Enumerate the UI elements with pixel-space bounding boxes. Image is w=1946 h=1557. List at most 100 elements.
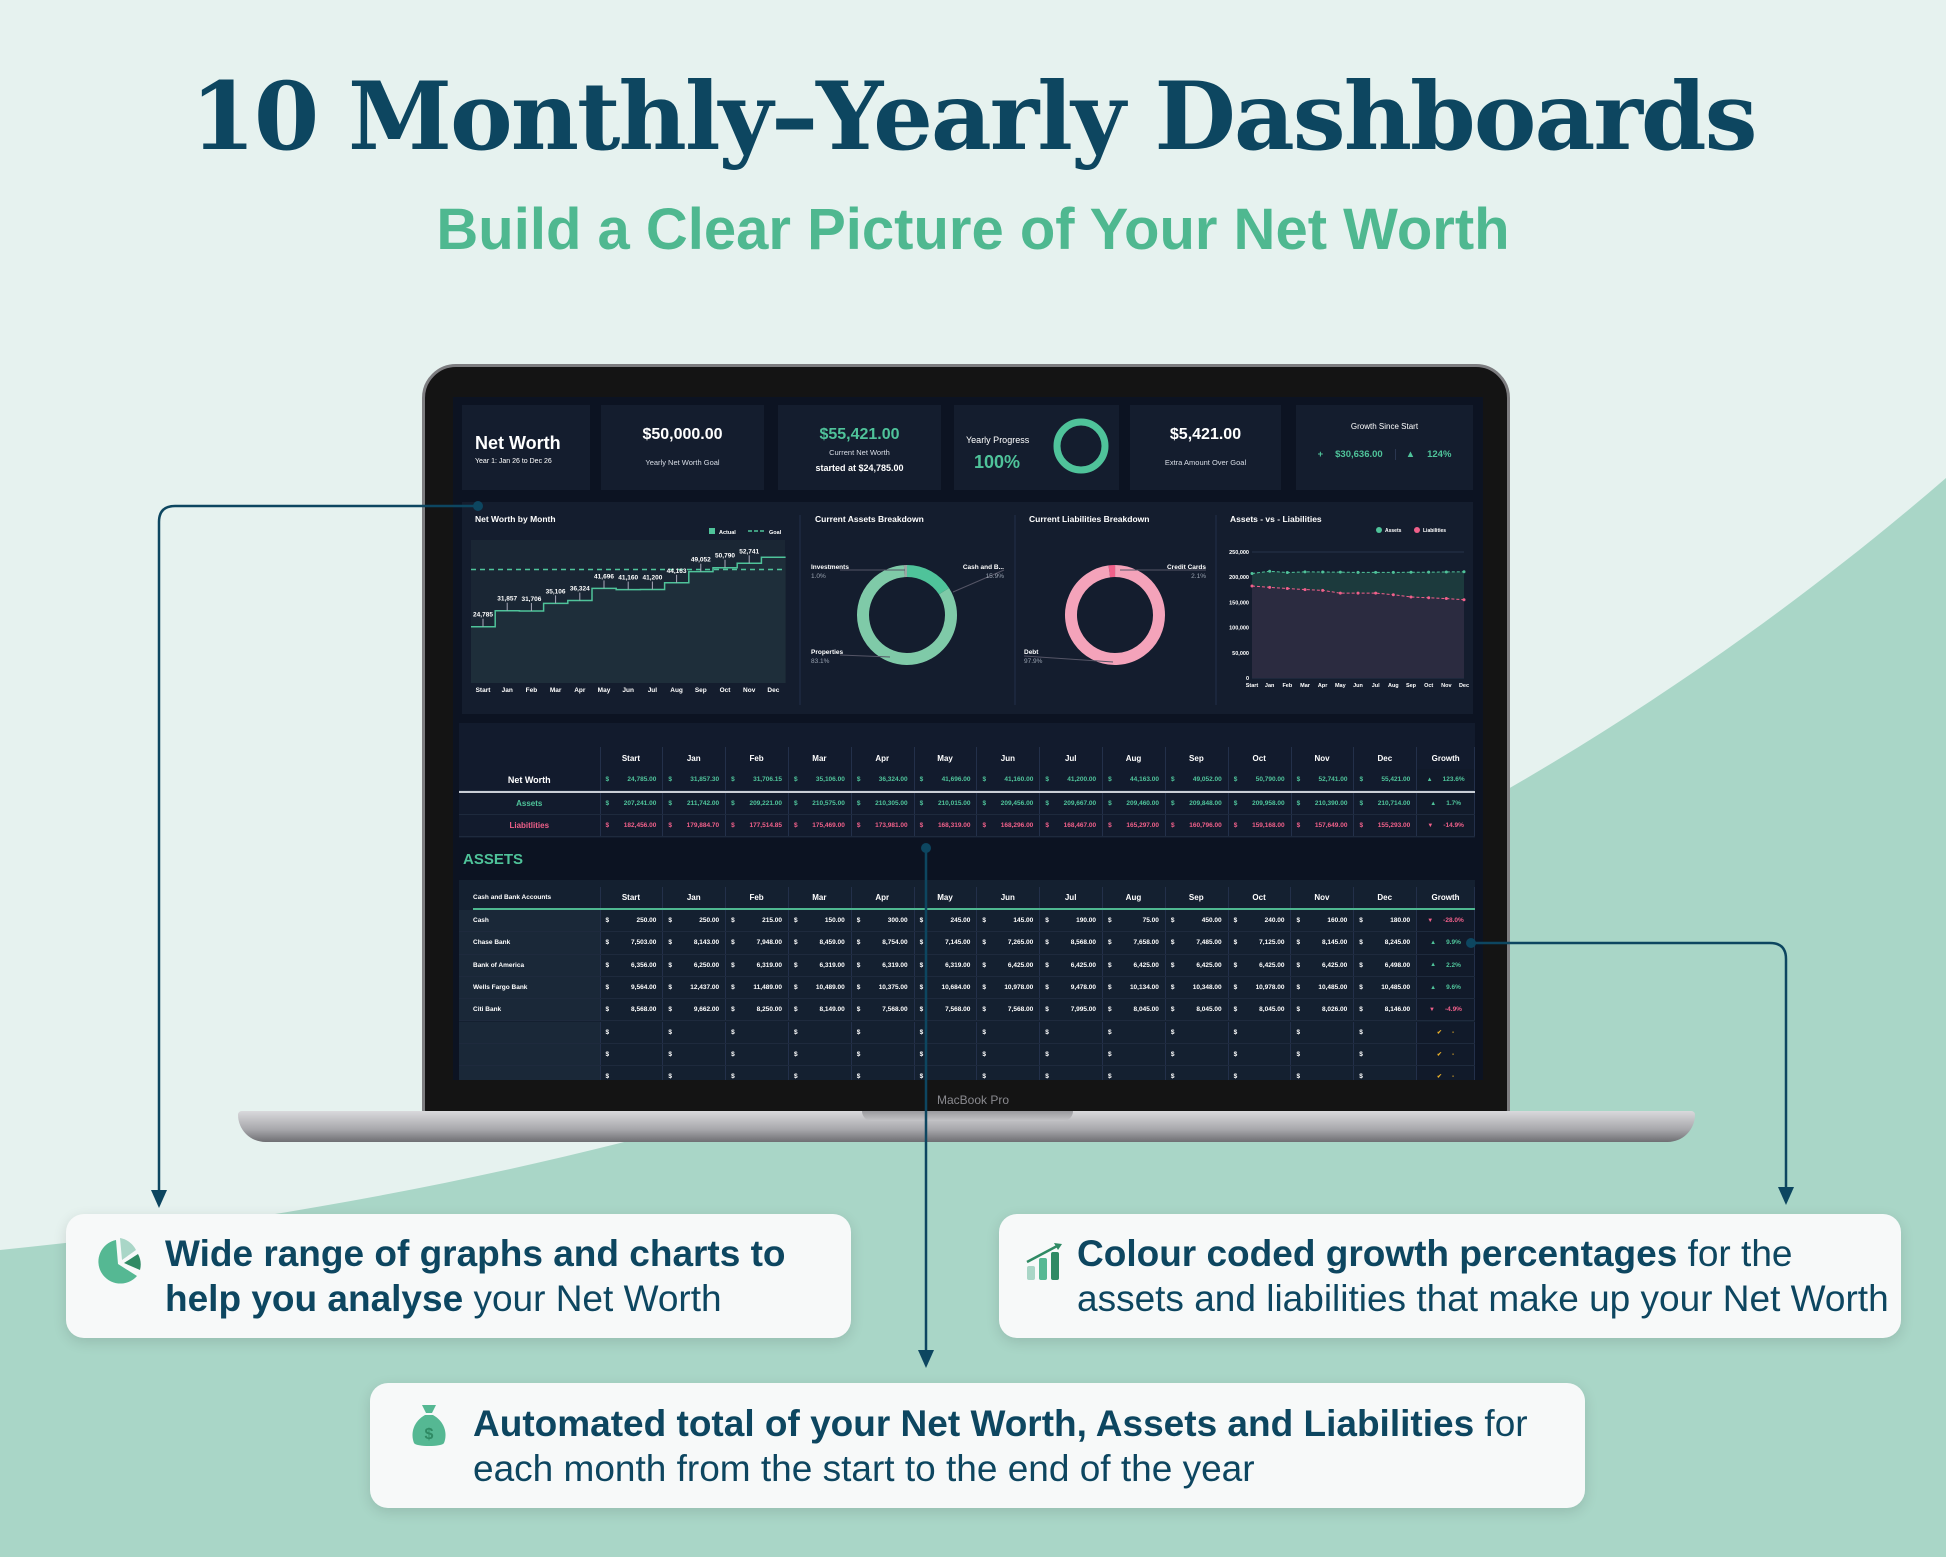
currency-symbol: $ — [982, 1028, 987, 1036]
value-cell: $ — [915, 1021, 978, 1043]
cell-value: 31,706.15 — [753, 776, 782, 783]
cell-value: 209,958.00 — [1252, 800, 1285, 807]
column-header: Apr — [852, 747, 915, 769]
cell-value: 210,714.00 — [1377, 800, 1411, 807]
value-label: 24,785 — [473, 612, 493, 619]
column-header: Apr — [852, 887, 915, 908]
header-label: Cash and Bank Accounts — [459, 887, 601, 908]
value-cell: $250.00 — [601, 910, 664, 932]
pie-pct: 97.9% — [1024, 658, 1043, 665]
value-cell: $300.00 — [852, 910, 915, 932]
growth-value: 9.9% — [1446, 939, 1461, 947]
currency-symbol: $ — [1233, 917, 1238, 925]
progress-ring-fill — [1053, 418, 1109, 474]
currency-symbol: $ — [794, 776, 798, 783]
growth-card: Growth Since Start + $30,636.00 ▲ 124% — [1296, 405, 1473, 490]
cell-value: 41,696.00 — [941, 776, 971, 783]
pie-label: Credit Cards — [1166, 564, 1206, 571]
value-cell: $ — [1229, 1021, 1292, 1043]
currency-symbol: $ — [1359, 800, 1364, 807]
value-cell: $168,467.00 — [1040, 815, 1104, 836]
currency-symbol: $ — [668, 1006, 672, 1014]
actual-area — [471, 557, 786, 683]
cell-value: 6,498.00 — [1384, 961, 1411, 969]
value-cell: $ — [1354, 1066, 1418, 1080]
value-cell: $10,485.00 — [1354, 976, 1418, 999]
value-cell: $ — [852, 1043, 915, 1066]
value-cell: $12,437.00 — [663, 976, 727, 999]
donut-slice — [1065, 565, 1165, 665]
cell-value: 211,742.00 — [686, 800, 720, 807]
currency-symbol: $ — [982, 961, 987, 969]
value-cell: $ — [1291, 1021, 1355, 1043]
cell-value: 10,485.00 — [1318, 984, 1348, 992]
currency-symbol: $ — [731, 1050, 735, 1058]
value-cell: $209,460.00 — [1103, 793, 1166, 814]
currency-symbol: $ — [1045, 1050, 1049, 1058]
value-cell: $7,658.00 — [1103, 932, 1166, 954]
currency-symbol: $ — [1045, 822, 1049, 829]
value-cell: $8,459.00 — [789, 932, 852, 954]
currency-symbol: $ — [605, 822, 610, 829]
x-tick-label: Feb — [1282, 683, 1292, 689]
currency-symbol: $ — [982, 1006, 987, 1014]
legend-goal-label: Goal — [769, 530, 782, 536]
value-cell: $8,045.00 — [1229, 999, 1292, 1021]
value-cell: $179,884.70 — [663, 815, 727, 836]
currency-symbol: $ — [856, 1006, 861, 1014]
growth-amount-sign: + — [1317, 449, 1324, 460]
cell-value: 55,421.00 — [1381, 776, 1411, 783]
value-cell: $150.00 — [789, 910, 852, 932]
cell-value: 8,045.00 — [1259, 1006, 1285, 1014]
growth-value: - — [1451, 1050, 1455, 1058]
cell-value: 210,390.00 — [1314, 800, 1348, 807]
value-cell: $7,265.00 — [977, 932, 1041, 954]
value-cell: $6,319.00 — [726, 954, 789, 976]
value-cell: $8,143.00 — [663, 932, 727, 954]
currency-symbol: $ — [1170, 939, 1175, 947]
growth-value: -14.9% — [1443, 822, 1464, 829]
value-cell: $7,485.00 — [1166, 932, 1229, 954]
currency-symbol: $ — [1045, 984, 1049, 992]
value-cell: $75.00 — [1103, 910, 1166, 932]
value-cell: $10,375.00 — [852, 976, 915, 999]
liabilities-point — [1356, 591, 1360, 595]
currency-symbol: $ — [919, 984, 924, 992]
current-label: Current Net Worth — [829, 448, 890, 457]
page-title: 10 Monthly–Yearly Dashboards — [190, 62, 1757, 172]
value-cell: $ — [726, 1066, 789, 1080]
y-tick-label: 250,000 — [1229, 550, 1249, 556]
currency-symbol: $ — [793, 1050, 798, 1058]
x-tick-label: Aug — [1388, 683, 1399, 689]
currency-symbol: $ — [731, 776, 735, 783]
cell-value: 10,489.00 — [815, 984, 845, 992]
currency-symbol: $ — [1233, 800, 1238, 807]
column-header: Sep — [1166, 747, 1229, 769]
assets-point — [1444, 570, 1448, 574]
extra-value: $5,421.00 — [1169, 426, 1242, 443]
currency-symbol: $ — [919, 917, 924, 925]
growth-percent: 124% — [1427, 449, 1452, 460]
cell-value: 150.00 — [824, 917, 845, 925]
value-cell: $ — [852, 1066, 915, 1080]
progress-label: Yearly Progress — [966, 435, 1030, 445]
pie-pct: 15.9% — [985, 573, 1004, 580]
divider — [459, 791, 1475, 793]
value-cell: $ — [726, 1021, 789, 1043]
currency-symbol: $ — [1296, 939, 1301, 947]
pie-label: Investments — [811, 564, 849, 571]
value-cell: $180.00 — [1354, 910, 1418, 932]
cell-value: 160.00 — [1327, 917, 1348, 925]
value-cell: $6,250.00 — [663, 954, 727, 976]
value-cell: $ — [789, 1066, 852, 1080]
column-header: Oct — [1229, 887, 1292, 908]
cell-value: 190.00 — [1076, 917, 1097, 925]
cell-value: 35,106.00 — [815, 776, 845, 783]
value-cell: $7,568.00 — [977, 999, 1041, 1021]
assets-point — [1303, 570, 1307, 574]
assets-point — [1285, 571, 1289, 575]
liabilities-point — [1374, 591, 1378, 595]
x-tick-label: May — [1335, 683, 1347, 689]
value-cell: $6,425.00 — [1103, 954, 1166, 976]
